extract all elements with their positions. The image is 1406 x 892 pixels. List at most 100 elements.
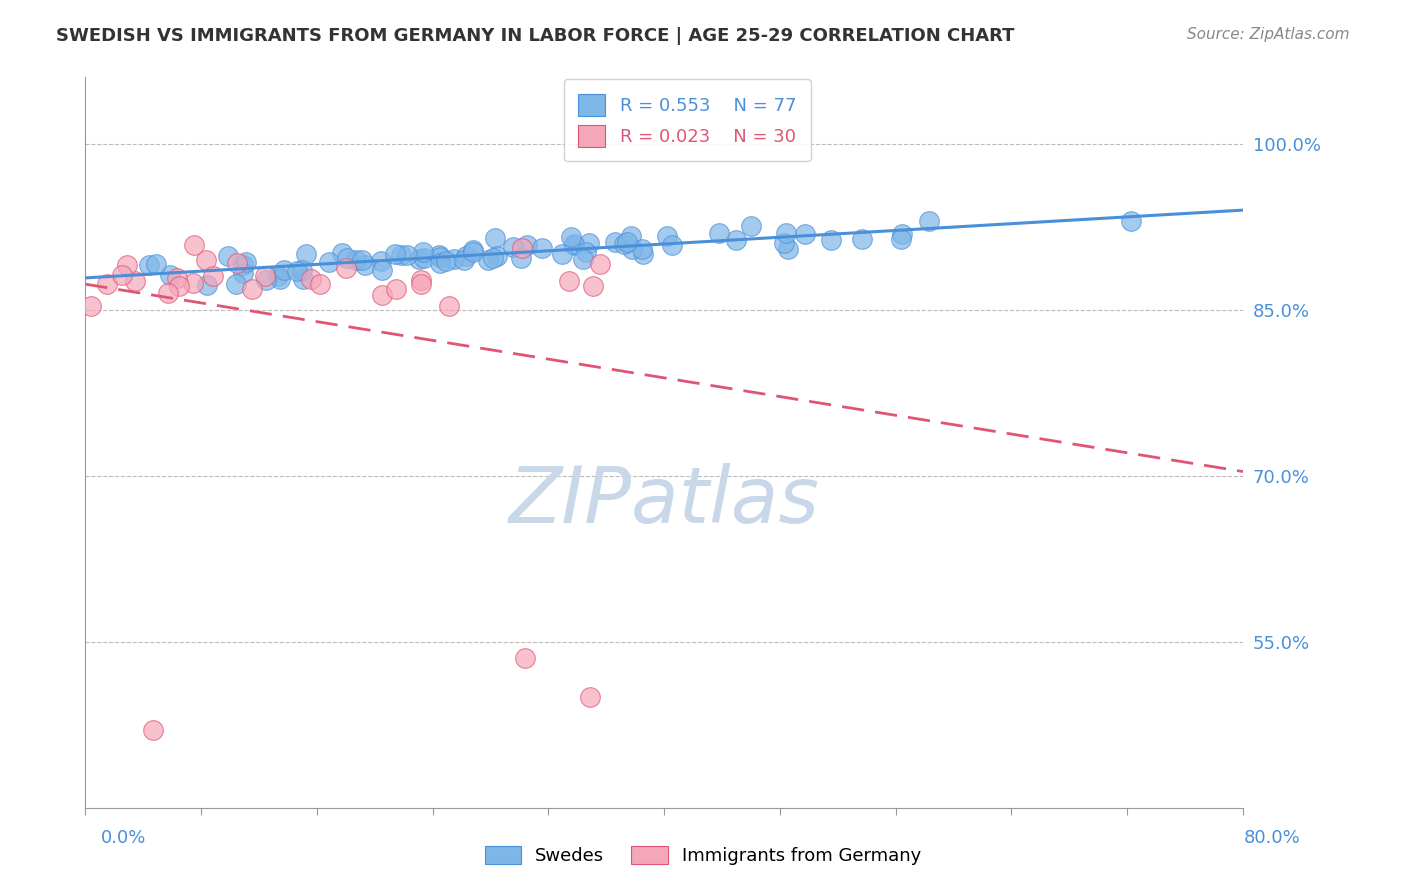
Point <box>408 252 430 266</box>
Point <box>225 277 247 291</box>
Point <box>96 277 118 291</box>
Point <box>301 271 323 285</box>
Point <box>409 273 432 287</box>
Point <box>254 268 277 283</box>
Point <box>159 268 181 282</box>
Point <box>145 257 167 271</box>
Point <box>330 246 353 260</box>
Point <box>560 229 582 244</box>
Point <box>285 263 308 277</box>
Point <box>510 241 533 255</box>
Point <box>295 246 318 260</box>
Point <box>385 282 408 296</box>
Point <box>461 244 484 259</box>
Point <box>371 288 394 302</box>
Point <box>429 256 451 270</box>
Point <box>775 226 797 240</box>
Point <box>439 299 461 313</box>
Point <box>707 226 730 240</box>
Point <box>509 251 531 265</box>
Point <box>389 248 412 262</box>
Point <box>484 230 506 244</box>
Point <box>578 236 600 251</box>
Point <box>443 252 465 266</box>
Point <box>395 248 418 262</box>
Point <box>740 219 762 233</box>
Point <box>482 251 505 265</box>
Point <box>453 252 475 267</box>
Point <box>793 227 815 241</box>
Point <box>621 242 644 256</box>
Point <box>631 242 654 256</box>
Point <box>291 262 314 277</box>
Point <box>309 277 332 292</box>
Text: 80.0%: 80.0% <box>1244 829 1301 847</box>
Text: ZIPatlas: ZIPatlas <box>509 463 820 539</box>
Point <box>269 272 291 286</box>
Point <box>336 251 359 265</box>
Point <box>516 237 538 252</box>
Text: Source: ZipAtlas.com: Source: ZipAtlas.com <box>1187 27 1350 42</box>
Point <box>80 299 103 313</box>
Point <box>513 651 536 665</box>
Point <box>267 268 290 283</box>
Point <box>531 240 554 254</box>
Point <box>183 237 205 252</box>
Point <box>562 238 585 252</box>
Point <box>572 252 595 266</box>
Point <box>575 245 598 260</box>
Point <box>776 242 799 256</box>
Point <box>485 249 508 263</box>
Point <box>354 258 377 272</box>
Point <box>138 258 160 272</box>
Point <box>661 238 683 252</box>
Point <box>589 257 612 271</box>
Point <box>820 233 842 247</box>
Point <box>616 235 638 249</box>
Point <box>558 275 581 289</box>
Point <box>197 277 219 292</box>
Point <box>456 249 478 263</box>
Point <box>477 252 499 267</box>
Point <box>254 273 277 287</box>
Point <box>195 253 218 268</box>
Point <box>620 229 643 244</box>
Point <box>344 252 367 267</box>
Point <box>240 282 263 296</box>
Point <box>918 214 941 228</box>
Point <box>412 244 434 259</box>
Point <box>225 256 247 270</box>
Text: 0.0%: 0.0% <box>101 829 146 847</box>
Point <box>579 690 602 704</box>
Text: SWEDISH VS IMMIGRANTS FROM GERMANY IN LABOR FORCE | AGE 25-29 CORRELATION CHART: SWEDISH VS IMMIGRANTS FROM GERMANY IN LA… <box>56 27 1015 45</box>
Point <box>181 276 204 290</box>
Point <box>434 253 457 268</box>
Point <box>235 254 257 268</box>
Point <box>370 263 392 277</box>
Point <box>603 235 626 249</box>
Point <box>124 274 146 288</box>
Point <box>582 279 605 293</box>
Point <box>273 263 295 277</box>
Point <box>427 248 450 262</box>
Point <box>413 251 436 265</box>
Point <box>890 232 912 246</box>
Point <box>217 249 239 263</box>
Point <box>429 250 451 264</box>
Point <box>291 272 314 286</box>
Point <box>142 723 165 738</box>
Point <box>724 233 747 247</box>
Point <box>1119 214 1142 228</box>
Point <box>370 253 392 268</box>
Point <box>202 268 225 283</box>
Point <box>335 261 357 276</box>
Point <box>115 258 138 272</box>
Point <box>463 244 485 258</box>
Point <box>384 247 406 261</box>
Point <box>111 268 134 283</box>
Point <box>891 227 914 242</box>
Point <box>613 237 636 252</box>
Legend: R = 0.553    N = 77, R = 0.023    N = 30: R = 0.553 N = 77, R = 0.023 N = 30 <box>564 79 811 161</box>
Point <box>157 285 180 300</box>
Legend: Swedes, Immigrants from Germany: Swedes, Immigrants from Germany <box>475 837 931 874</box>
